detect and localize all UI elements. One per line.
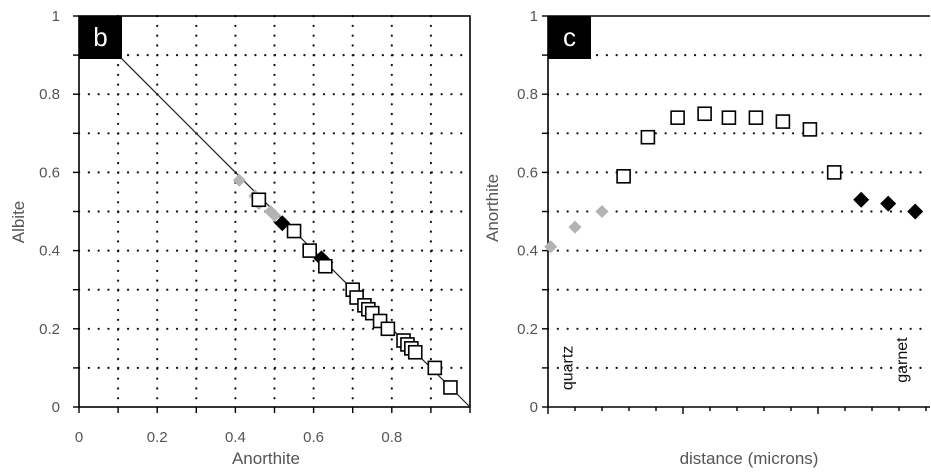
annotation-label: quartz <box>559 346 576 390</box>
panel-b-label-box <box>79 16 122 59</box>
panel-c-y-tick-labels: 0 0.2 0.4 0.6 0.8 1 <box>517 8 538 416</box>
x-tick-label: 0.8 <box>381 429 402 446</box>
panel-b-ticks <box>73 15 471 413</box>
panel-b-points <box>232 173 458 395</box>
y-tick-label: 0.8 <box>517 86 538 103</box>
x-tick-label: 0.4 <box>225 429 246 446</box>
panel-c-x-axis-label: distance (microns) <box>680 449 819 468</box>
y-tick-label: 1 <box>530 8 538 25</box>
data-point <box>721 110 737 125</box>
data-point <box>595 205 609 218</box>
data-point <box>318 258 333 274</box>
data-point <box>640 129 656 145</box>
data-point <box>568 220 582 234</box>
data-point <box>407 344 423 360</box>
y-tick-label: 0.2 <box>517 321 538 338</box>
y-tick-label: 0.4 <box>517 243 538 260</box>
panel-c-label-box <box>548 16 591 59</box>
panel-c-label: c <box>563 22 576 52</box>
y-tick-label: 0.6 <box>517 164 538 181</box>
panel-b-y-axis-label: Albite <box>9 201 28 244</box>
data-point <box>380 321 396 337</box>
data-point <box>427 360 443 376</box>
data-point <box>880 195 897 212</box>
y-tick-label: 1 <box>52 8 60 25</box>
data-point <box>443 380 458 395</box>
panel-b-x-tick-labels: 0 0.2 0.4 0.6 0.8 <box>75 429 402 446</box>
data-point <box>670 110 685 125</box>
panel-c-annotations: quartz garnet <box>559 337 911 390</box>
data-point <box>802 122 818 137</box>
data-point <box>853 191 870 208</box>
data-point <box>286 223 302 239</box>
data-point <box>775 114 791 129</box>
y-tick-label: 0.2 <box>39 321 60 338</box>
data-point <box>251 192 267 208</box>
y-tick-label: 0.8 <box>39 86 60 103</box>
panel-c-points <box>544 106 924 254</box>
panel-b-chart: b 0 0.2 0.4 0.6 0.8 0 0.2 0.4 0.6 0.8 1 Anorthite… <box>9 8 472 468</box>
data-point <box>302 243 317 258</box>
x-tick-label: 0 <box>75 429 83 446</box>
y-tick-label: 0 <box>530 399 538 416</box>
panel-c-chart: c 0 0.2 0.4 0.6 0.8 1 quartz garnet distance (… <box>483 8 931 468</box>
y-tick-label: 0.4 <box>39 243 60 260</box>
annotation-label: garnet <box>894 337 911 383</box>
x-tick-label: 0.2 <box>147 429 168 446</box>
data-point <box>697 106 712 122</box>
data-point <box>616 169 631 184</box>
data-point <box>907 203 924 220</box>
data-point <box>268 208 281 222</box>
y-tick-label: 0 <box>52 399 60 416</box>
panel-b-y-tick-labels: 0 0.2 0.4 0.6 0.8 1 <box>39 8 60 416</box>
panel-b-plot-area <box>78 15 471 408</box>
panel-c-ticks <box>542 15 927 414</box>
y-tick-label: 0.6 <box>39 164 60 181</box>
data-point <box>544 240 558 254</box>
x-tick-label: 0.6 <box>303 429 324 446</box>
panel-b-x-axis-label: Anorthite <box>232 449 300 468</box>
data-point <box>826 165 842 180</box>
data-point <box>748 110 764 125</box>
data-point <box>232 173 246 187</box>
panel-b-label: b <box>93 22 107 52</box>
data-point <box>274 215 291 232</box>
panel-c-y-axis-label: Anorthite <box>483 174 502 242</box>
